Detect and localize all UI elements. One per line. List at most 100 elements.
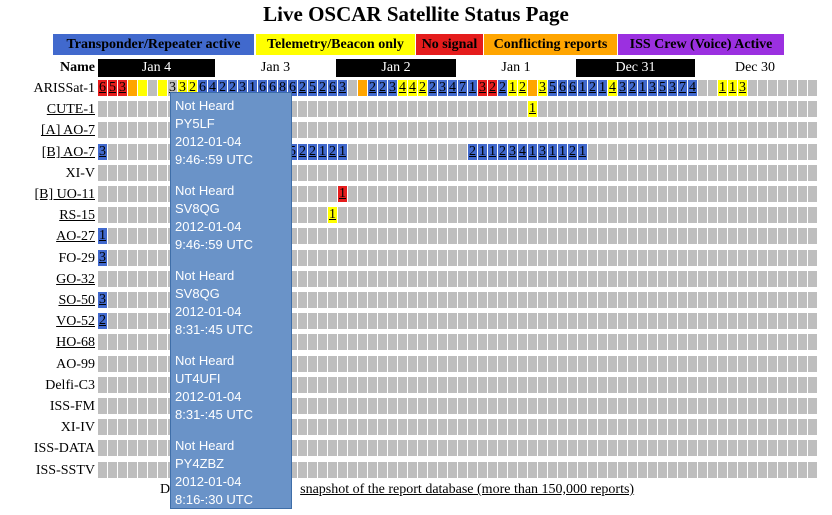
status-cell[interactable]: [418, 398, 427, 414]
status-cell[interactable]: [148, 249, 157, 266]
status-cell[interactable]: [548, 122, 557, 139]
status-cell[interactable]: [498, 270, 507, 287]
status-cell[interactable]: [408, 186, 417, 202]
status-cell[interactable]: [548, 355, 557, 372]
status-cell[interactable]: [608, 313, 617, 330]
status-cell[interactable]: [768, 419, 777, 436]
status-cell[interactable]: [748, 207, 757, 224]
status-cell[interactable]: [668, 249, 677, 266]
status-cell[interactable]: [288, 228, 297, 245]
status-cell[interactable]: [138, 313, 147, 330]
status-cell[interactable]: [408, 461, 417, 478]
status-cell[interactable]: [138, 355, 147, 372]
status-cell[interactable]: [788, 164, 797, 181]
status-cell[interactable]: 3: [338, 80, 347, 96]
status-cell[interactable]: [478, 228, 487, 245]
status-cell[interactable]: [778, 122, 787, 139]
status-cell[interactable]: [628, 334, 637, 351]
status-cell[interactable]: [378, 376, 387, 393]
status-cell[interactable]: [628, 122, 637, 139]
status-cell[interactable]: [658, 419, 667, 436]
status-cell[interactable]: [418, 122, 427, 139]
status-cell[interactable]: [618, 143, 627, 160]
status-cell[interactable]: [708, 376, 717, 393]
status-cell[interactable]: [128, 334, 137, 351]
status-cell[interactable]: [108, 334, 117, 351]
status-cell[interactable]: [328, 419, 337, 436]
status-cell[interactable]: [708, 292, 717, 308]
status-cell[interactable]: [678, 186, 687, 202]
status-cell[interactable]: [808, 398, 817, 414]
status-cell[interactable]: [578, 101, 587, 118]
status-cell[interactable]: 3: [98, 143, 107, 160]
status-cell[interactable]: [768, 334, 777, 351]
status-cell[interactable]: [468, 334, 477, 351]
status-cell[interactable]: [798, 143, 807, 160]
status-cell[interactable]: [768, 270, 777, 287]
status-cell[interactable]: [648, 101, 657, 118]
status-cell[interactable]: [148, 101, 157, 118]
status-cell[interactable]: [658, 270, 667, 287]
status-cell[interactable]: [348, 398, 357, 414]
status-cell[interactable]: [518, 249, 527, 266]
status-cell[interactable]: [668, 228, 677, 245]
status-cell[interactable]: [748, 334, 757, 351]
status-cell[interactable]: [508, 249, 517, 266]
status-cell[interactable]: [778, 461, 787, 478]
status-cell[interactable]: [758, 313, 767, 330]
status-cell[interactable]: [448, 101, 457, 118]
status-cell[interactable]: [108, 122, 117, 139]
status-cell[interactable]: [138, 376, 147, 393]
status-cell[interactable]: [418, 461, 427, 478]
status-cell[interactable]: [338, 249, 347, 266]
status-cell[interactable]: [748, 355, 757, 372]
status-cell[interactable]: [638, 334, 647, 351]
status-cell[interactable]: [298, 186, 307, 202]
status-cell[interactable]: [758, 461, 767, 478]
status-cell[interactable]: [588, 313, 597, 330]
status-cell[interactable]: [408, 419, 417, 436]
status-cell[interactable]: [618, 334, 627, 351]
status-cell[interactable]: [528, 440, 537, 457]
status-cell[interactable]: [328, 122, 337, 139]
status-cell[interactable]: [288, 355, 297, 372]
status-cell[interactable]: 2: [308, 143, 317, 160]
status-cell[interactable]: [308, 419, 317, 436]
status-cell[interactable]: [118, 292, 127, 308]
status-cell[interactable]: [508, 419, 517, 436]
status-cell[interactable]: [358, 164, 367, 181]
status-cell[interactable]: [468, 164, 477, 181]
status-cell[interactable]: [118, 270, 127, 287]
status-cell[interactable]: 2: [488, 80, 497, 96]
status-cell[interactable]: [418, 355, 427, 372]
status-cell[interactable]: [688, 122, 697, 139]
status-cell[interactable]: [508, 376, 517, 393]
status-cell[interactable]: [388, 355, 397, 372]
status-cell[interactable]: [708, 313, 717, 330]
status-cell[interactable]: [368, 292, 377, 308]
status-cell[interactable]: [488, 228, 497, 245]
status-cell[interactable]: [698, 440, 707, 457]
status-cell[interactable]: [158, 249, 167, 266]
status-cell[interactable]: [658, 313, 667, 330]
status-cell[interactable]: [128, 440, 137, 457]
status-cell[interactable]: [348, 376, 357, 393]
status-cell[interactable]: [428, 143, 437, 160]
status-cell[interactable]: [748, 186, 757, 202]
status-cell[interactable]: [388, 461, 397, 478]
status-cell[interactable]: [378, 334, 387, 351]
status-cell[interactable]: [658, 143, 667, 160]
status-cell[interactable]: [708, 249, 717, 266]
status-cell[interactable]: [628, 207, 637, 224]
status-cell[interactable]: 2: [228, 80, 237, 96]
status-cell[interactable]: [98, 164, 107, 181]
status-cell[interactable]: [128, 80, 137, 96]
status-cell[interactable]: [558, 355, 567, 372]
status-cell[interactable]: 5: [308, 80, 317, 96]
status-cell[interactable]: [788, 122, 797, 139]
status-cell[interactable]: [378, 270, 387, 287]
status-cell[interactable]: [98, 186, 107, 202]
status-cell[interactable]: [98, 355, 107, 372]
status-cell[interactable]: [408, 292, 417, 308]
status-cell[interactable]: [738, 461, 747, 478]
